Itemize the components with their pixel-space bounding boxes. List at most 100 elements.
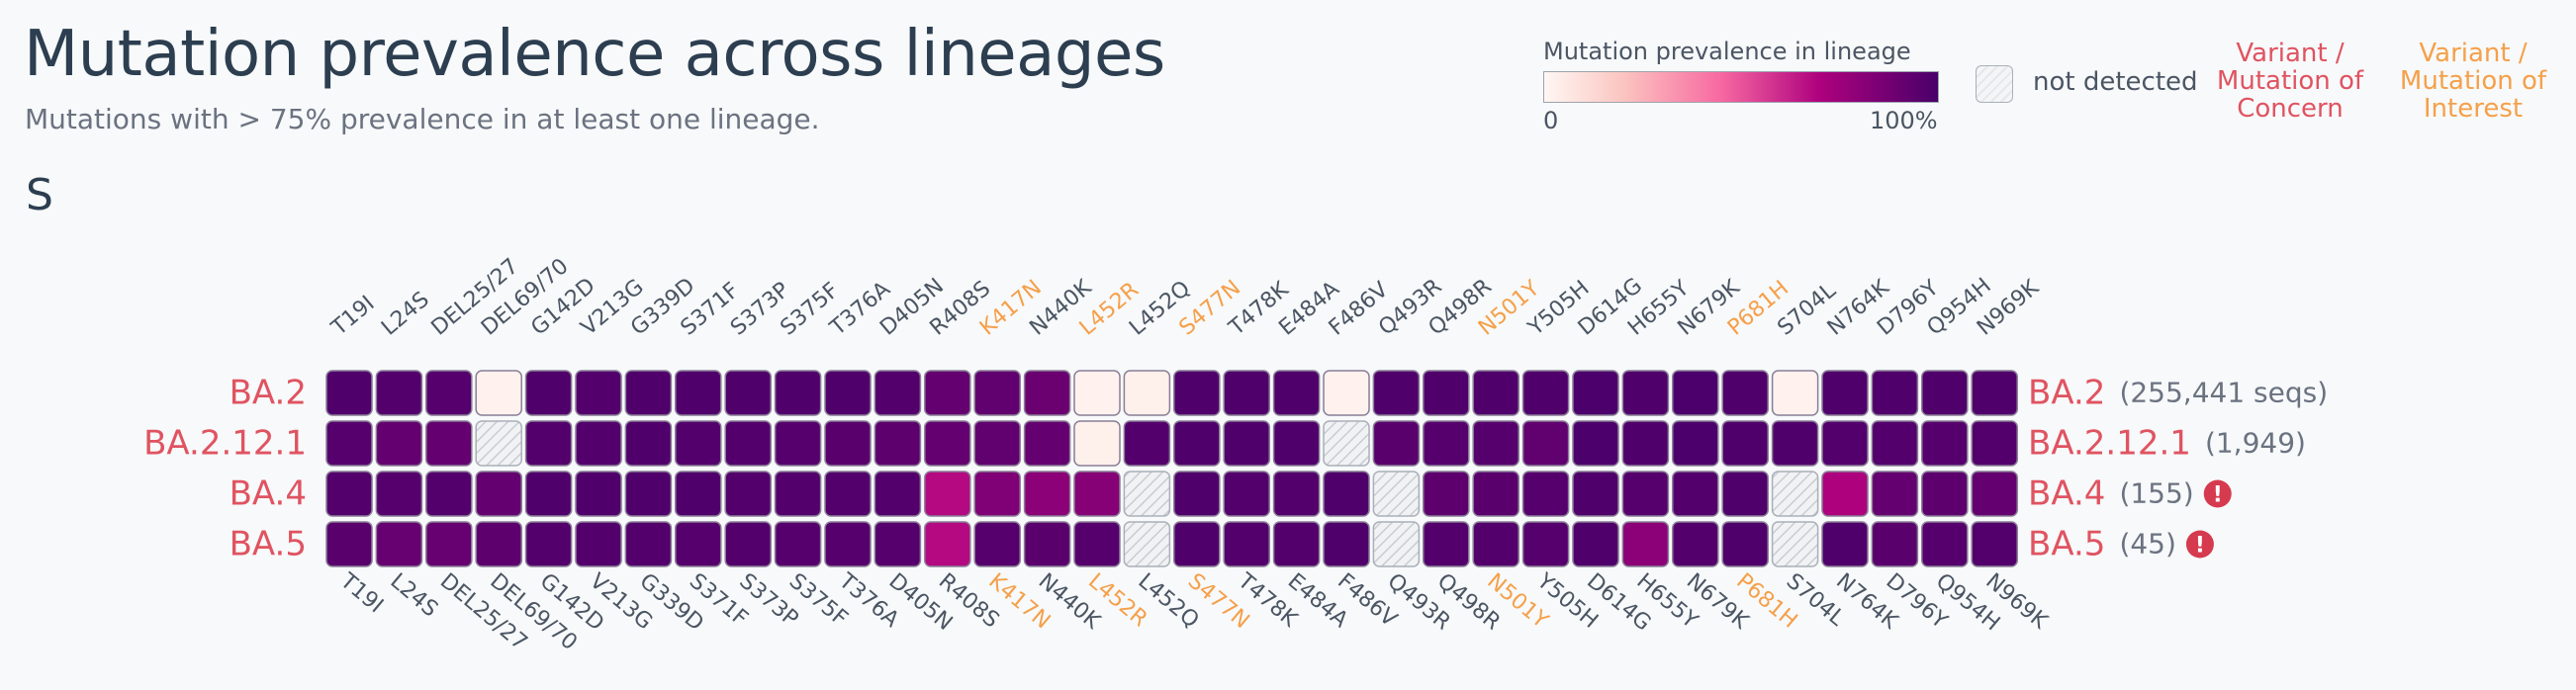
heatmap-cell[interactable] <box>1821 370 1869 416</box>
heatmap-cell[interactable] <box>375 471 423 517</box>
heatmap-cell-not-detected[interactable] <box>1123 471 1171 517</box>
heatmap-cell[interactable] <box>973 370 1021 416</box>
heatmap-cell[interactable] <box>1572 420 1619 467</box>
heatmap-cell[interactable] <box>1173 471 1221 517</box>
heatmap-cell[interactable] <box>774 420 822 467</box>
heatmap-cell[interactable] <box>1821 521 1869 567</box>
heatmap-cell[interactable] <box>1521 471 1570 517</box>
heatmap-cell[interactable] <box>675 521 722 567</box>
heatmap-cell[interactable] <box>924 471 971 517</box>
heatmap-cell[interactable] <box>973 521 1021 567</box>
heatmap-cell[interactable] <box>325 521 373 567</box>
heatmap-cell[interactable] <box>973 420 1021 467</box>
heatmap-cell[interactable] <box>475 521 522 567</box>
heatmap-cell[interactable] <box>1272 471 1321 517</box>
heatmap-cell[interactable] <box>1521 420 1570 467</box>
heatmap-cell[interactable] <box>1173 420 1221 467</box>
heatmap-cell[interactable] <box>1821 471 1869 517</box>
heatmap-cell[interactable] <box>1921 370 1969 416</box>
heatmap-cell[interactable] <box>1372 420 1421 467</box>
heatmap-cell[interactable] <box>1472 521 1519 567</box>
heatmap-cell[interactable] <box>1871 420 1919 467</box>
heatmap-cell[interactable] <box>724 370 772 416</box>
heatmap-cell[interactable] <box>924 521 971 567</box>
heatmap-cell[interactable] <box>1472 420 1519 467</box>
heatmap-cell[interactable] <box>1123 370 1171 416</box>
heatmap-cell[interactable] <box>375 521 423 567</box>
heatmap-cell[interactable] <box>724 521 772 567</box>
heatmap-cell[interactable] <box>675 471 722 517</box>
heatmap-cell-not-detected[interactable] <box>1771 521 1819 567</box>
heatmap-cell[interactable] <box>1223 471 1270 517</box>
heatmap-cell[interactable] <box>774 370 822 416</box>
heatmap-cell[interactable] <box>1073 471 1121 517</box>
heatmap-cell[interactable] <box>1621 420 1670 467</box>
heatmap-cell[interactable] <box>1721 420 1769 467</box>
heatmap-cell[interactable] <box>1023 471 1071 517</box>
heatmap-cell[interactable] <box>524 420 573 467</box>
heatmap-cell[interactable] <box>1971 521 2018 567</box>
heatmap-cell[interactable] <box>425 370 473 416</box>
heatmap-cell[interactable] <box>1073 521 1121 567</box>
heatmap-cell[interactable] <box>624 521 673 567</box>
heatmap-cell[interactable] <box>724 471 772 517</box>
heatmap-cell[interactable] <box>973 471 1021 517</box>
heatmap-cell[interactable] <box>1572 471 1619 517</box>
heatmap-cell[interactable] <box>1871 521 1919 567</box>
heatmap-cell[interactable] <box>1223 521 1270 567</box>
heatmap-cell[interactable] <box>824 370 872 416</box>
heatmap-cell[interactable] <box>1073 420 1121 467</box>
heatmap-cell[interactable] <box>824 471 872 517</box>
heatmap-cell[interactable] <box>1971 471 2018 517</box>
heatmap-cell[interactable] <box>874 420 922 467</box>
heatmap-cell[interactable] <box>325 471 373 517</box>
heatmap-cell-not-detected[interactable] <box>1372 521 1421 567</box>
heatmap-cell[interactable] <box>1971 420 2018 467</box>
heatmap-cell[interactable] <box>1621 521 1670 567</box>
heatmap-cell[interactable] <box>824 521 872 567</box>
heatmap-cell[interactable] <box>1721 521 1769 567</box>
heatmap-cell[interactable] <box>375 370 423 416</box>
heatmap-cell[interactable] <box>824 420 872 467</box>
heatmap-cell[interactable] <box>774 471 822 517</box>
heatmap-cell[interactable] <box>425 420 473 467</box>
heatmap-cell[interactable] <box>1871 471 1919 517</box>
heatmap-cell[interactable] <box>675 370 722 416</box>
heatmap-cell[interactable] <box>524 370 573 416</box>
heatmap-cell[interactable] <box>1272 420 1321 467</box>
heatmap-cell[interactable] <box>475 370 522 416</box>
heatmap-cell-not-detected[interactable] <box>1323 420 1370 467</box>
heatmap-cell[interactable] <box>1472 370 1519 416</box>
heatmap-cell[interactable] <box>375 420 423 467</box>
heatmap-cell[interactable] <box>1223 420 1270 467</box>
heatmap-cell[interactable] <box>1771 370 1819 416</box>
heatmap-cell[interactable] <box>524 471 573 517</box>
heatmap-cell[interactable] <box>1323 370 1370 416</box>
heatmap-cell[interactable] <box>1423 471 1470 517</box>
heatmap-cell[interactable] <box>675 420 722 467</box>
heatmap-cell[interactable] <box>1423 521 1470 567</box>
heatmap-cell[interactable] <box>1521 370 1570 416</box>
heatmap-cell[interactable] <box>724 420 772 467</box>
heatmap-cell[interactable] <box>1771 420 1819 467</box>
heatmap-cell[interactable] <box>475 471 522 517</box>
heatmap-cell[interactable] <box>1971 370 2018 416</box>
heatmap-cell[interactable] <box>1472 471 1519 517</box>
heatmap-cell[interactable] <box>624 471 673 517</box>
heatmap-cell[interactable] <box>1672 471 1719 517</box>
heatmap-cell[interactable] <box>1672 370 1719 416</box>
heatmap-cell[interactable] <box>1423 370 1470 416</box>
heatmap-cell[interactable] <box>325 370 373 416</box>
heatmap-cell[interactable] <box>1871 370 1919 416</box>
heatmap-cell[interactable] <box>1821 420 1869 467</box>
heatmap-cell[interactable] <box>1073 370 1121 416</box>
heatmap-cell[interactable] <box>1272 521 1321 567</box>
heatmap-cell-not-detected[interactable] <box>1372 471 1421 517</box>
heatmap-cell[interactable] <box>575 521 622 567</box>
heatmap-cell[interactable] <box>1721 370 1769 416</box>
heatmap-cell[interactable] <box>624 370 673 416</box>
heatmap-cell-not-detected[interactable] <box>1123 521 1171 567</box>
heatmap-cell[interactable] <box>1921 521 1969 567</box>
heatmap-cell[interactable] <box>524 521 573 567</box>
heatmap-cell[interactable] <box>425 521 473 567</box>
